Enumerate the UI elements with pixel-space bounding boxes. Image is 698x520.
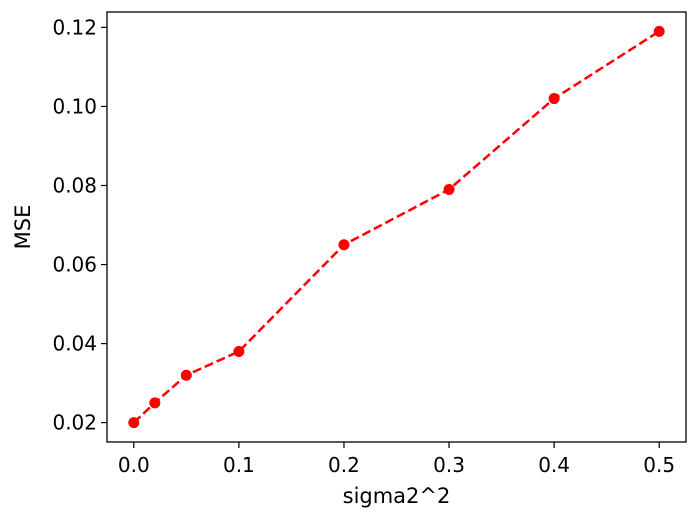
ticks-layer: 0.0 0.1 0.2 0.3 0.4 0.5 0.02 0.04 0.06 0.08 0.10 0.… — [52, 15, 675, 477]
x-tick-label: 0.1 — [223, 453, 255, 477]
x-tick-label: 0.4 — [538, 453, 570, 477]
series-line — [132, 30, 660, 424]
data-point — [233, 345, 245, 357]
y-tick-label: 0.12 — [52, 15, 97, 39]
y-tick-label: 0.10 — [52, 94, 97, 118]
y-tick-label: 0.04 — [52, 332, 97, 356]
data-point — [338, 239, 350, 251]
data-point — [443, 183, 455, 195]
x-axis-label: sigma2^2 — [343, 484, 451, 508]
series-layer — [128, 25, 665, 429]
data-point — [180, 369, 192, 381]
y-tick-label: 0.08 — [52, 174, 97, 198]
x-tick-label: 0.3 — [433, 453, 465, 477]
data-point — [548, 93, 560, 105]
plot-frame — [106, 11, 687, 443]
y-tick-label: 0.02 — [52, 411, 97, 435]
data-point — [149, 397, 161, 409]
data-point — [653, 25, 665, 37]
x-tick-label: 0.2 — [328, 453, 360, 477]
data-point — [128, 417, 140, 429]
x-tick-label: 0.0 — [118, 453, 150, 477]
x-tick-label: 0.5 — [643, 453, 675, 477]
y-tick-label: 0.06 — [52, 253, 97, 277]
y-axis-label: MSE — [11, 205, 35, 250]
